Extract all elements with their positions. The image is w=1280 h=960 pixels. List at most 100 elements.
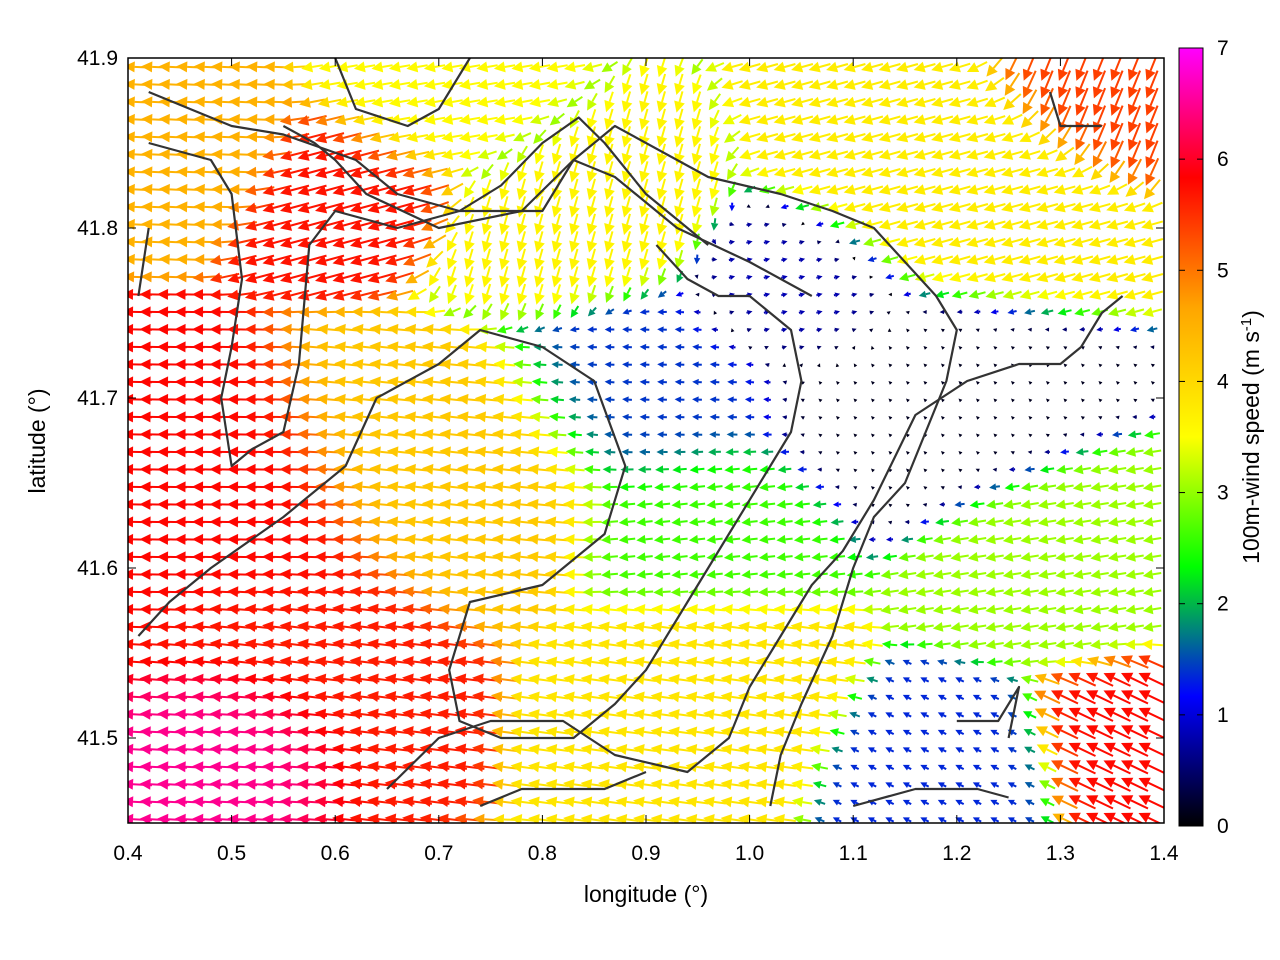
wind-arrow-shaft — [591, 108, 597, 120]
wind-arrow-shaft — [1098, 163, 1109, 174]
wind-arrow — [582, 61, 603, 73]
wind-arrow-shaft — [749, 115, 761, 121]
wind-arrow-shaft — [941, 133, 954, 139]
wind-arrow-head — [586, 153, 598, 166]
wind-arrow — [528, 79, 551, 90]
wind-arrow-head — [371, 61, 384, 73]
wind-arrow — [691, 91, 703, 113]
wind-arrow-shaft — [557, 98, 568, 103]
wind-arrow — [494, 131, 515, 143]
wind-arrow-head — [604, 153, 615, 166]
wind-arrow-shaft — [1062, 58, 1070, 72]
wind-arrow-head — [511, 114, 524, 125]
wind-arrow-shaft — [1047, 484, 1057, 488]
wind-arrow — [1127, 122, 1142, 151]
wind-arrow — [1092, 70, 1107, 99]
wind-arrow-shaft — [325, 115, 344, 122]
wind-arrow-shaft — [1097, 122, 1107, 142]
wind-arrow-shaft — [626, 58, 633, 67]
wind-arrow-shaft — [1044, 106, 1055, 123]
wind-arrow-shaft — [1117, 449, 1126, 453]
wind-arrow-shaft — [696, 74, 702, 85]
wind-arrow-head — [193, 78, 205, 90]
wind-arrow — [826, 61, 849, 73]
wind-arrow-head — [738, 79, 751, 90]
wind-arrow — [722, 114, 742, 125]
wind-arrow-head — [301, 61, 313, 73]
wind-arrows-layer — [128, 58, 1164, 823]
wind-arrow-shaft — [1114, 87, 1124, 107]
wind-arrow-shaft — [417, 99, 428, 103]
wind-arrow-head — [1145, 121, 1156, 134]
wind-arrow — [604, 178, 615, 201]
wind-arrow-shaft — [1152, 502, 1162, 506]
wind-arrow-head — [709, 187, 720, 200]
wind-arrow-head — [297, 150, 310, 161]
wind-arrow-shaft — [415, 150, 430, 156]
wind-arrow-head — [1145, 86, 1156, 99]
wind-arrow — [773, 96, 796, 108]
wind-arrow-shaft — [853, 98, 866, 104]
wind-arrow-shaft — [1099, 502, 1109, 506]
wind-arrow-shaft — [1152, 484, 1162, 488]
wind-arrow-head — [371, 96, 384, 108]
wind-arrow-head — [878, 96, 891, 108]
wind-arrow-shaft — [678, 108, 684, 120]
wind-arrow — [569, 126, 580, 148]
wind-arrow — [385, 149, 414, 161]
wind-arrow — [826, 131, 849, 143]
wind-arrow — [861, 131, 884, 143]
wind-arrow-head — [263, 61, 275, 73]
wind-arrow — [896, 96, 919, 108]
wind-arrow-head — [826, 184, 839, 195]
wind-arrow-shaft — [575, 451, 584, 454]
wind-arrow-shaft — [801, 98, 814, 104]
wind-arrow-head — [533, 133, 544, 144]
wind-arrow-shaft — [993, 115, 1006, 121]
wind-arrow-shaft — [749, 132, 761, 138]
wind-arrow-shaft — [1149, 87, 1159, 107]
wind-arrow — [1004, 72, 1021, 96]
wind-arrow — [1110, 105, 1124, 134]
wind-arrow-shaft — [1011, 185, 1024, 191]
wind-arrow-shaft — [451, 151, 463, 156]
wind-arrow-head — [1020, 116, 1033, 128]
wind-arrow-head — [128, 78, 135, 90]
wind-arrow — [1019, 131, 1041, 143]
wind-arrow-shaft — [766, 80, 779, 86]
wind-arrow-shaft — [959, 537, 969, 541]
wind-arrow-head — [458, 79, 471, 90]
wind-arrow-head — [158, 148, 170, 160]
wind-arrow-head — [1125, 185, 1138, 197]
wind-arrow-head — [564, 61, 576, 73]
wind-arrow-head — [176, 148, 188, 160]
wind-arrow — [639, 73, 650, 95]
wind-arrow — [808, 61, 831, 73]
wind-arrow-head — [724, 132, 736, 143]
wind-arrow-shaft — [713, 109, 720, 120]
wind-arrow-head — [423, 96, 436, 108]
wind-arrow-head — [861, 131, 874, 143]
wind-arrow — [966, 96, 989, 108]
wind-arrow-shaft — [575, 433, 582, 437]
wind-arrow — [808, 184, 831, 195]
wind-arrow-head — [1127, 121, 1139, 134]
wind-arrow-head — [861, 114, 874, 125]
wind-arrow-head — [1092, 103, 1104, 116]
wind-arrow-shaft — [958, 133, 971, 139]
wind-arrow-shaft — [836, 185, 849, 191]
wind-arrow-head — [262, 202, 275, 214]
wind-arrow — [1110, 140, 1124, 169]
wind-arrow-head — [315, 202, 328, 214]
wind-arrow-head — [709, 116, 720, 129]
wind-arrow-head — [1127, 103, 1139, 116]
wind-arrow-shaft — [820, 537, 828, 541]
wind-arrow-shaft — [697, 467, 705, 471]
wind-arrow — [861, 149, 884, 160]
wind-arrow — [494, 114, 516, 125]
wind-arrow-head — [721, 79, 734, 90]
wind-arrow — [1075, 70, 1089, 99]
wind-arrow — [826, 79, 849, 90]
wind-arrow — [896, 149, 919, 160]
